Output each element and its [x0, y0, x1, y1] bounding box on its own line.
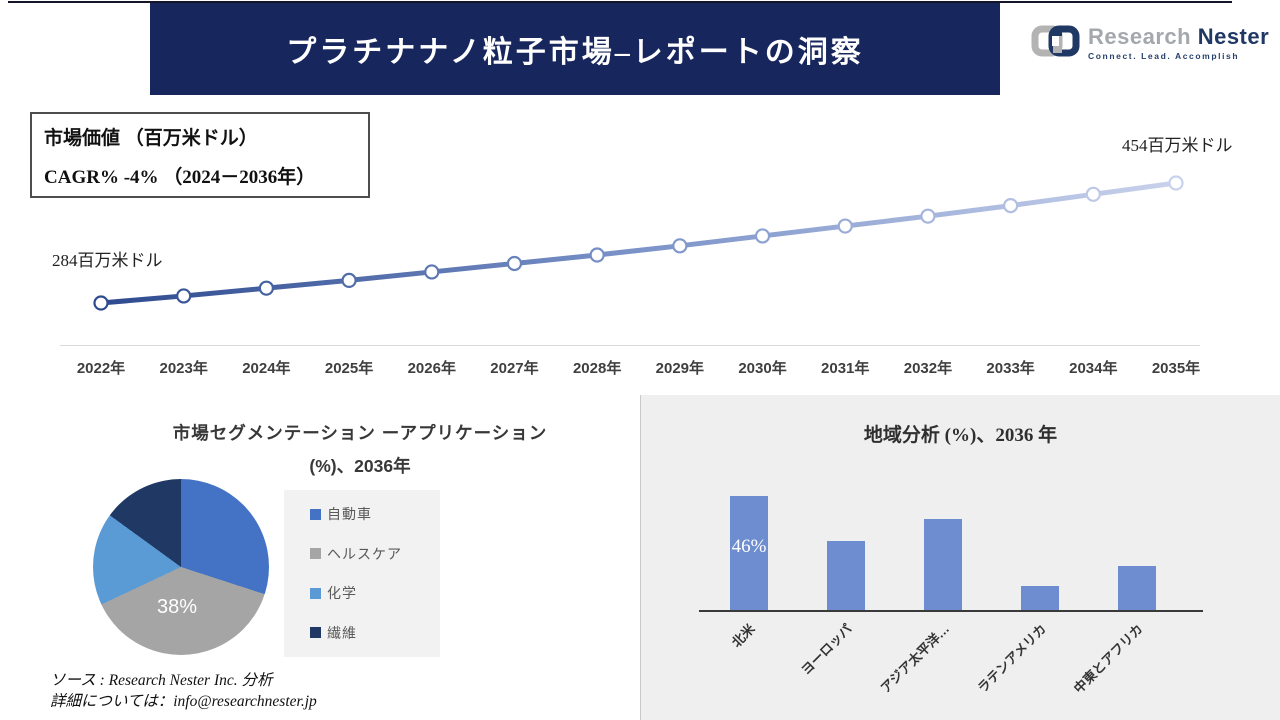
page-title: プラチナナノ粒子市場–レポートの洞察: [286, 36, 864, 69]
line-marker: [341, 272, 357, 289]
line-marker: [672, 238, 688, 254]
x-axis-tick: 2033年: [986, 360, 1035, 377]
region-bar: [827, 541, 865, 611]
pie-legend: 自動車ヘルスケア化学繊維: [284, 490, 440, 657]
bar-plot-area: 46%: [641, 395, 1280, 611]
x-category-label: 北米: [728, 621, 758, 651]
segmentation-pie-chart: [93, 479, 269, 655]
logo-tagline: Connect. Lead. Accomplish: [1088, 51, 1240, 61]
x-category-label: ラテンアメリカ: [974, 621, 1049, 696]
logo-word-research: Research: [1088, 24, 1192, 49]
line-marker: [920, 208, 936, 224]
region-bar: [1021, 586, 1059, 611]
line-marker: [1003, 197, 1019, 214]
x-category-label: ヨーロッパ: [798, 621, 855, 678]
line-marker: [506, 255, 523, 272]
pie-chart-subtitle: (%)、2036年: [309, 456, 411, 476]
top-border-line: [8, 1, 1232, 3]
cagr-label: CAGR% -4% （2024－2036年）: [44, 167, 316, 188]
pie-data-label: 38%: [156, 596, 198, 618]
legend-item: 自動車: [310, 504, 432, 524]
x-axis-tick: 2022年: [76, 360, 126, 377]
x-axis-tick: 2032年: [903, 360, 953, 377]
title-banner: プラチナナノ粒子市場–レポートの洞察: [150, 3, 1000, 95]
line-marker: [93, 295, 109, 311]
start-value-annotation: 284百万米ドル: [52, 251, 163, 270]
line-marker: [424, 264, 440, 280]
legend-swatch-icon: [310, 548, 321, 560]
bar-data-label: 46%: [731, 536, 767, 557]
legend-label: ヘルスケア: [327, 545, 402, 562]
line-marker: [176, 288, 192, 304]
legend-item: 繊維: [310, 623, 432, 643]
line-marker: [754, 228, 771, 244]
bar-chart-x-axis: [699, 610, 1203, 612]
legend-item: ヘルスケア: [310, 544, 432, 564]
x-axis-tick: 2029年: [655, 360, 705, 377]
x-axis-tick: 2035年: [1151, 360, 1201, 377]
line-marker: [258, 280, 274, 296]
pie-chart-title: 市場セグメンテーション ーアプリケーション: [172, 423, 548, 443]
bar-chart-title: 地域分析 (%)、2036 年: [863, 425, 1058, 446]
market-value-label: 市場価値 （百万米ドル）: [44, 128, 258, 149]
end-value-annotation: 454百万米ドル: [1122, 136, 1233, 155]
contact-line: 詳細については：info@researchnester.jp: [50, 693, 317, 710]
market-value-info-box: 市場価値 （百万米ドル） CAGR% -4% （2024－2036年）: [30, 112, 370, 198]
x-axis-tick: 2027年: [490, 360, 539, 377]
x-axis-tick: 2030年: [738, 360, 787, 377]
legend-label: 繊維: [327, 624, 357, 641]
line-chart-x-axis: [60, 345, 1200, 346]
x-category-label: 中東とアフリカ: [1070, 621, 1146, 697]
regional-analysis-panel: 地域分析 (%)、2036 年 46% 北米 ヨーロッパ アジア太平洋… ラテンアメリ…: [640, 395, 1280, 720]
logo-text: Research Nester Connect. Lead. Accomplis…: [1088, 24, 1269, 62]
x-category-label: アジア太平洋…: [877, 621, 952, 696]
logo-brand: Research Nester: [1088, 24, 1269, 49]
source-line: ソース : Research Nester Inc. 分析: [50, 672, 273, 689]
region-bar: [1118, 566, 1156, 611]
x-axis-tick: 2031年: [821, 360, 870, 377]
x-axis-tick: 2024年: [242, 360, 291, 377]
legend-swatch-icon: [310, 587, 321, 599]
x-axis-tick: 2028年: [572, 360, 622, 377]
x-axis-tick: 2023年: [159, 360, 208, 377]
region-bar: [924, 518, 962, 611]
line-marker: [1168, 175, 1184, 191]
line-chart-x-tick-labels: 2022年 2023年 2024年 2025年 2026年 2027年 2028年 2029年…: [60, 357, 1200, 379]
x-axis-tick: 2026年: [407, 360, 456, 377]
chain-links-icon: [1030, 22, 1080, 65]
market-value-line-chart: [93, 175, 1184, 311]
legend-swatch-icon: [310, 508, 321, 520]
footer: ソース : Research Nester Inc. 分析 詳細については：in…: [50, 670, 317, 712]
line-marker: [837, 218, 853, 234]
bar-chart-category-labels: 北米 ヨーロッパ アジア太平洋… ラテンアメリカ 中東とアフリカ: [641, 619, 1280, 709]
region-bar: 46%: [730, 496, 768, 611]
market-value-series: [98, 180, 1179, 306]
legend-item: 化学: [310, 583, 432, 603]
research-nester-logo: Research Nester Connect. Lead. Accomplis…: [1030, 22, 1269, 65]
legend-swatch-icon: [310, 627, 321, 639]
legend-label: 自動車: [327, 506, 372, 522]
line-marker: [589, 247, 605, 263]
x-axis-tick: 2025年: [324, 360, 374, 377]
x-axis-tick: 2034年: [1069, 360, 1118, 377]
line-marker: [1085, 186, 1101, 202]
logo-word-nester: Nester: [1197, 24, 1270, 49]
legend-label: 化学: [327, 585, 357, 602]
